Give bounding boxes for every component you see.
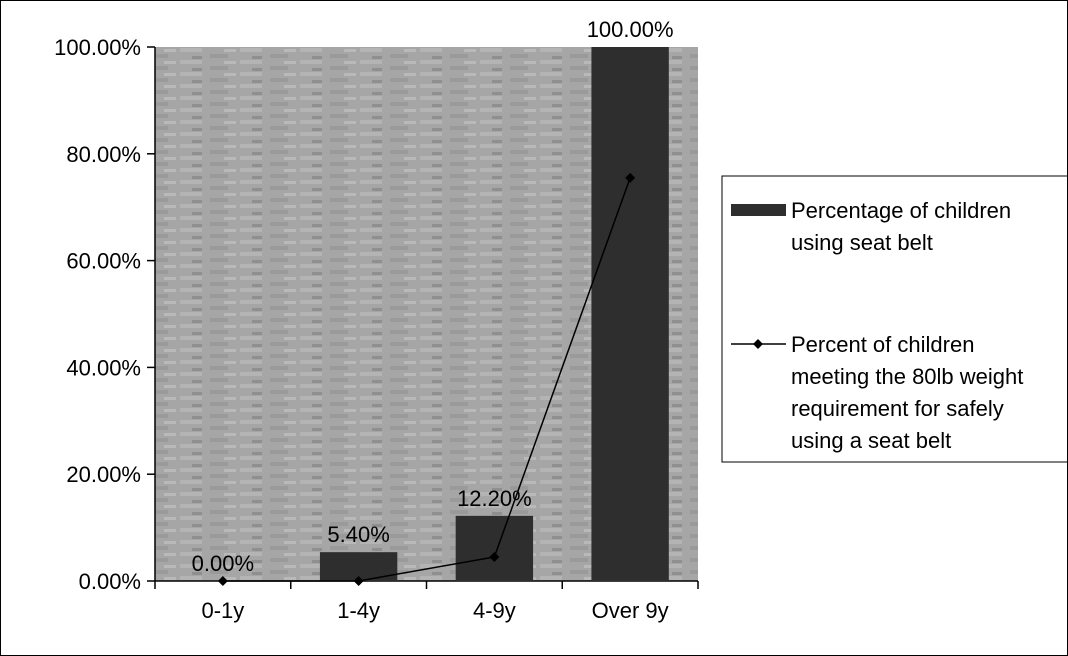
bar xyxy=(591,47,669,581)
legend-label-bar-line-1: Percentage of children xyxy=(791,198,1011,223)
bar-data-label: 100.00% xyxy=(587,17,674,42)
data-labels: 0.00% 5.40% 12.20% 100.00% xyxy=(192,17,674,576)
legend-box xyxy=(721,175,1068,463)
legend-swatch-bar xyxy=(731,204,786,216)
y-tick-label: 80.00% xyxy=(66,142,141,167)
bar-data-label: 0.00% xyxy=(192,551,254,576)
legend-swatch-marker xyxy=(753,339,763,349)
y-tick-label: 40.00% xyxy=(66,355,141,380)
legend-label-line-line-3: requirement for safely xyxy=(791,396,1004,421)
bar-series xyxy=(319,47,669,581)
x-axis: 0-1y 1-4y 4-9y Over 9y xyxy=(154,580,699,623)
legend: Percentage of children using seat belt P… xyxy=(721,175,1068,463)
series-line xyxy=(222,177,631,582)
bar-data-label: 5.40% xyxy=(327,522,389,547)
x-tick-label: 1-4y xyxy=(337,598,380,623)
y-tick-label: 0.00% xyxy=(79,569,141,594)
line-series xyxy=(217,172,636,586)
legend-label-line-line-4: using a seat belt xyxy=(791,428,951,453)
y-tick-label: 100.00% xyxy=(54,35,141,60)
line-point xyxy=(625,172,636,183)
x-tick-label: 4-9y xyxy=(473,598,516,623)
line-point xyxy=(489,551,500,562)
line-point xyxy=(217,576,228,586)
x-tick-label: 0-1y xyxy=(201,598,244,623)
line-point xyxy=(353,576,364,586)
legend-label-line-line-2: meeting the 80lb weight xyxy=(791,364,1023,389)
legend-label-line-line-1: Percent of children xyxy=(791,332,974,357)
legend-label-bar-line-2: using seat belt xyxy=(791,230,933,255)
x-tick-label: Over 9y xyxy=(592,598,669,623)
y-axis: 0.00% 20.00% 40.00% 60.00% 80.00% 100.00% xyxy=(54,35,156,594)
y-tick-label: 20.00% xyxy=(66,462,141,487)
bar xyxy=(455,515,534,581)
y-tick-label: 60.00% xyxy=(66,249,141,274)
bar-data-label: 12.20% xyxy=(457,486,532,511)
